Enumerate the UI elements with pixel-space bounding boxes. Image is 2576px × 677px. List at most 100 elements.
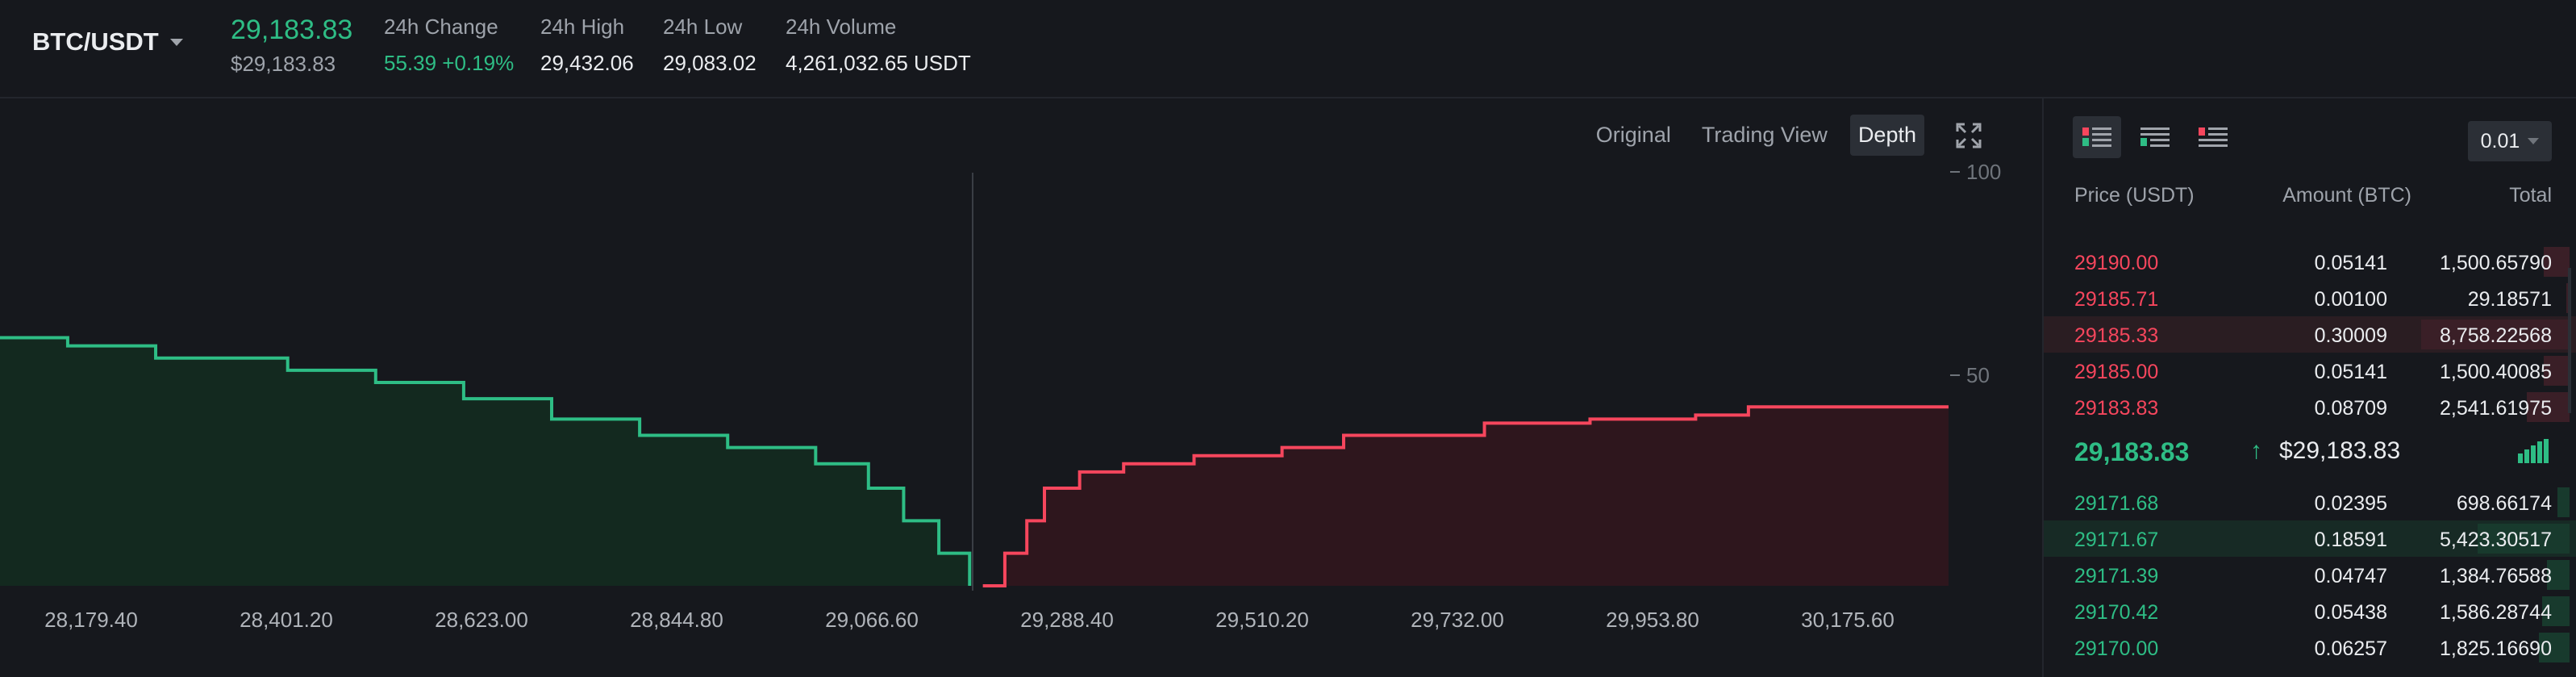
- bid-row[interactable]: 29170.00 0.06257 1,825.16690: [2044, 629, 2576, 666]
- bid-price: 29171.39: [2074, 565, 2159, 587]
- depth-bar: [2546, 560, 2570, 590]
- x-tick-label: 28,401.20: [240, 608, 333, 632]
- precision-value: 0.01: [2480, 129, 2520, 153]
- header-total: Total: [2509, 184, 2552, 207]
- ask-total: 1,500.40085: [2439, 361, 2552, 383]
- x-tick-label: 29,732.00: [1411, 608, 1504, 632]
- depth-bar: [2526, 392, 2570, 422]
- stat-24h-change: 24h Change 55.39 +0.19%: [384, 15, 514, 76]
- bid-amount: 0.04747: [2314, 565, 2387, 587]
- asks-list: 29190.00 0.05141 1,500.65790 29185.71 0.0010…: [2044, 244, 2576, 425]
- ask-row[interactable]: 29183.83 0.08709 2,541.61975: [2044, 389, 2576, 425]
- tab-original[interactable]: Original: [1595, 123, 1671, 147]
- stat-label: 24h High: [540, 15, 625, 39]
- depth-chart-panel: 28,179.40 28,401.20 28,623.00 28,844.80 29,0…: [0, 98, 2042, 677]
- x-tick-label: 29,953.80: [1606, 608, 1699, 632]
- depth-bar: [2543, 356, 2570, 386]
- tab-depth[interactable]: Depth: [1849, 115, 1924, 156]
- chart-view-tabs: Original Trading View Depth: [1588, 115, 1982, 156]
- ask-total: 29.18571: [2467, 288, 2552, 311]
- view-both-button[interactable]: [2073, 116, 2121, 158]
- x-tick-label: 29,510.20: [1215, 608, 1309, 632]
- last-price: 29,183.83: [231, 15, 353, 45]
- view-asks-button[interactable]: [2189, 116, 2237, 158]
- depth-bar: [2557, 487, 2570, 517]
- bid-amount: 0.05438: [2314, 601, 2387, 624]
- book-bids-icon: [2140, 127, 2170, 147]
- stat-label: 24h Low: [663, 15, 743, 39]
- stat-value: 29,083.02: [663, 51, 757, 75]
- ask-total: 8,758.22568: [2439, 324, 2552, 347]
- y-tick-label: 100: [1966, 160, 2001, 184]
- panel-divider: [2042, 98, 2044, 677]
- depth-bar: [2478, 524, 2570, 554]
- chevron-down-icon: [2528, 138, 2540, 144]
- ask-row[interactable]: 29185.71 0.00100 29.18571: [2044, 280, 2576, 316]
- stat-label: 24h Change: [384, 15, 498, 39]
- scrollbar[interactable]: [2568, 268, 2571, 413]
- stat-24h-low: 24h Low 29,083.02: [663, 15, 757, 76]
- last-price-usd: $29,183.83: [231, 52, 336, 76]
- ask-amount: 0.08709: [2314, 397, 2387, 420]
- ask-amount: 0.00100: [2314, 288, 2387, 311]
- bid-amount: 0.02395: [2314, 492, 2387, 515]
- symbol-selector[interactable]: BTC/USDT: [32, 27, 183, 56]
- chevron-down-icon: [169, 38, 183, 46]
- depth-bar: [2539, 633, 2570, 662]
- x-tick-label: 28,844.80: [630, 608, 723, 632]
- bid-price: 29171.67: [2074, 529, 2159, 551]
- bid-depth-line: [0, 336, 972, 586]
- ask-price: 29185.00: [2074, 361, 2159, 383]
- ask-amount: 0.30009: [2314, 324, 2387, 347]
- ask-row[interactable]: 29185.00 0.05141 1,500.40085: [2044, 353, 2576, 389]
- fullscreen-icon[interactable]: [1955, 122, 1982, 149]
- view-bids-button[interactable]: [2131, 116, 2179, 158]
- stat-24h-high: 24h High 29,432.06: [540, 15, 634, 76]
- book-both-icon: [2082, 127, 2111, 147]
- mid-price: 29,183.83: [2074, 437, 2190, 466]
- depth-bar: [2541, 596, 2570, 626]
- bid-price: 29171.68: [2074, 492, 2159, 515]
- precision-select[interactable]: 0.01: [2468, 121, 2552, 161]
- bid-row[interactable]: 29171.39 0.04747 1,384.76588: [2044, 557, 2576, 593]
- bid-total: 5,423.30517: [2439, 529, 2552, 551]
- depth-bar: [2543, 247, 2570, 277]
- x-tick-label: 29,066.60: [825, 608, 919, 632]
- ask-price: 29190.00: [2074, 252, 2159, 274]
- arrow-up-icon: ↑: [2250, 437, 2262, 464]
- ask-total: 1,500.65790: [2439, 252, 2552, 274]
- bid-amount: 0.18591: [2314, 529, 2387, 551]
- ask-amount: 0.05141: [2314, 361, 2387, 383]
- header-price: Price (USDT): [2074, 184, 2195, 207]
- bids-list: 29171.68 0.02395 698.66174 29171.67 0.18591 5…: [2044, 484, 2576, 666]
- stat-label: 24h Volume: [786, 15, 897, 39]
- ask-price: 29183.83: [2074, 397, 2159, 420]
- x-tick-label: 28,179.40: [44, 608, 138, 632]
- tab-trading-view[interactable]: Trading View: [1701, 123, 1828, 147]
- bid-row[interactable]: 29171.67 0.18591 5,423.30517: [2044, 520, 2576, 557]
- ask-row[interactable]: 29190.00 0.05141 1,500.65790: [2044, 244, 2576, 280]
- bid-row[interactable]: 29171.68 0.02395 698.66174: [2044, 484, 2576, 520]
- x-tick-label: 29,288.40: [1020, 608, 1114, 632]
- bid-row[interactable]: 29170.42 0.05438 1,586.28744: [2044, 593, 2576, 629]
- book-header: Price (USDT) Amount (BTC) Total: [2074, 184, 2552, 213]
- ask-price: 29185.33: [2074, 324, 2159, 347]
- ask-price: 29185.71: [2074, 288, 2159, 311]
- book-view-toggle: [2073, 116, 2237, 158]
- ask-total: 2,541.61975: [2439, 397, 2552, 420]
- depth-chart: 28,179.40 28,401.20 28,623.00 28,844.80 29,0…: [0, 160, 2001, 632]
- ask-depth-line: [982, 405, 1949, 587]
- bid-total: 698.66174: [2456, 492, 2552, 515]
- stat-value: 55.39 +0.19%: [384, 51, 515, 75]
- bid-price: 29170.42: [2074, 601, 2159, 624]
- signal-bars-icon[interactable]: [2518, 439, 2549, 463]
- x-tick-label: 28,623.00: [435, 608, 528, 632]
- ask-row[interactable]: 29185.33 0.30009 8,758.22568: [2044, 316, 2576, 353]
- stat-24h-volume: 24h Volume 4,261,032.65 USDT: [786, 15, 971, 76]
- stat-value: 29,432.06: [540, 51, 634, 75]
- stat-value: 4,261,032.65 USDT: [786, 51, 971, 75]
- mid-price-usd: $29,183.83: [2279, 437, 2401, 464]
- x-tick-label: 30,175.60: [1801, 608, 1894, 632]
- order-book: 0.01 Price (USDT) Amount (BTC) Total 291…: [2044, 98, 2576, 677]
- ask-amount: 0.05141: [2314, 252, 2387, 274]
